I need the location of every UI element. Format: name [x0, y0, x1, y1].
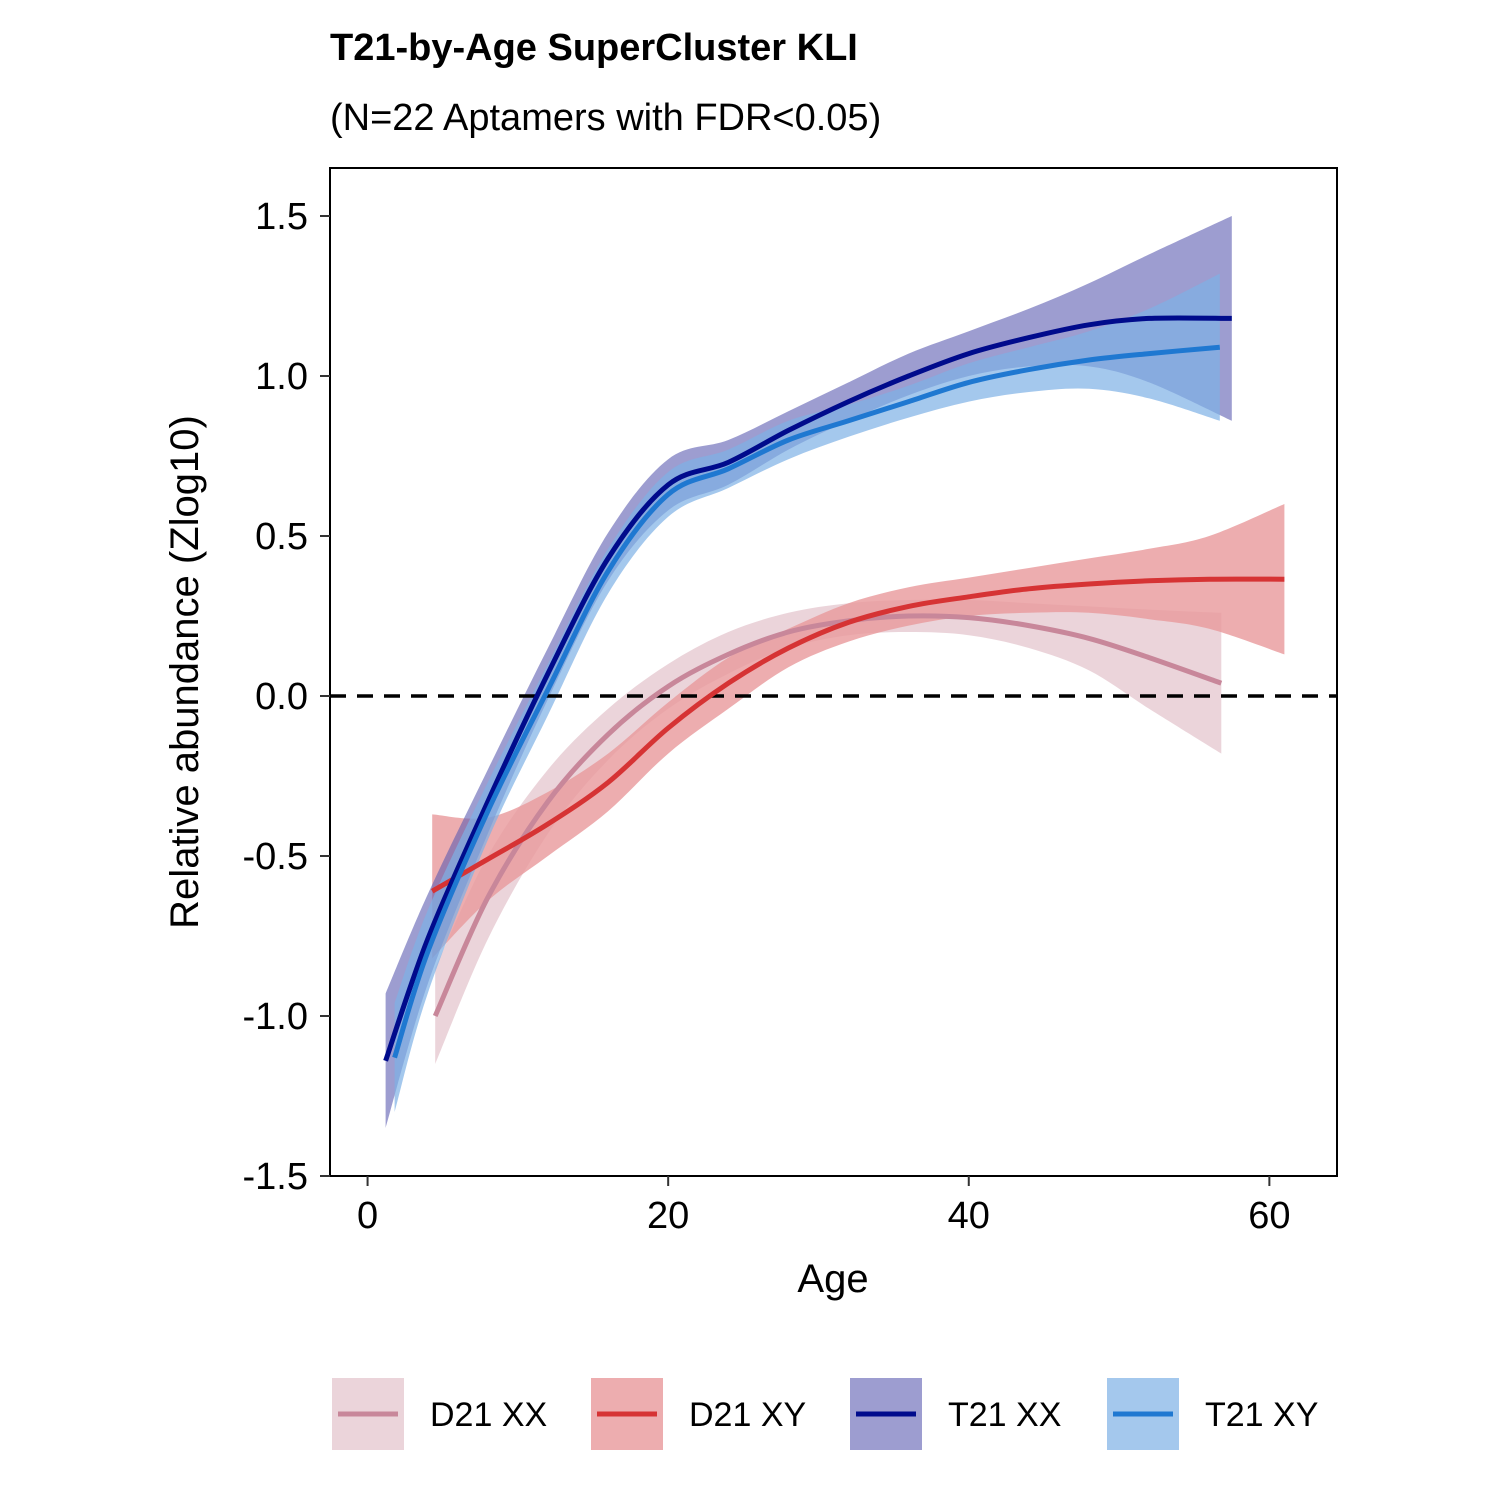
chart-subtitle: (N=22 Aptamers with FDR<0.05)	[330, 97, 881, 139]
y-axis-title: Relative abundance (Zlog10)	[163, 415, 207, 929]
x-tick-label: 0	[357, 1195, 378, 1237]
band-t21-xy	[394, 273, 1220, 1113]
x-axis: 0 20 40 60	[357, 1176, 1291, 1237]
plot-panel-border	[329, 167, 1338, 1177]
y-axis: -1.5 -1.0 -0.5 0.0 0.5 1.0 1.5	[243, 196, 330, 1198]
line-d21-xx	[432, 613, 1223, 1018]
legend: D21 XX D21 XY T21 XX T21 XY	[332, 1378, 1318, 1450]
y-tick-label: -0.5	[243, 836, 308, 878]
line-t21-xy	[392, 344, 1221, 1059]
y-tick-label: -1.5	[243, 1156, 308, 1198]
legend-item-t21-xx: T21 XX	[850, 1378, 1061, 1450]
band-d21-xy	[432, 504, 1285, 959]
legend-label: T21 XX	[948, 1396, 1061, 1434]
legend-item-t21-xy: T21 XY	[1107, 1378, 1318, 1450]
y-tick-label: 1.5	[255, 196, 308, 238]
x-axis-title: Age	[797, 1257, 868, 1301]
y-tick-label: 0.0	[255, 676, 308, 718]
legend-label: D21 XX	[430, 1396, 547, 1434]
legend-item-d21-xy: D21 XY	[591, 1378, 806, 1450]
line-t21-xx	[383, 315, 1232, 1062]
x-tick-label: 40	[948, 1195, 990, 1237]
y-tick-label: 1.0	[255, 356, 308, 398]
line-d21-xy	[430, 576, 1285, 894]
legend-label: D21 XY	[689, 1396, 806, 1434]
x-tick-label: 20	[647, 1195, 689, 1237]
legend-label: T21 XY	[1205, 1396, 1318, 1434]
series-lines	[383, 315, 1285, 1062]
legend-item-d21-xx: D21 XX	[332, 1378, 547, 1450]
y-tick-label: 0.5	[255, 516, 308, 558]
chart-title: T21-by-Age SuperCluster KLI	[330, 27, 858, 69]
y-tick-label: -1.0	[243, 996, 308, 1038]
x-tick-label: 60	[1248, 1195, 1290, 1237]
